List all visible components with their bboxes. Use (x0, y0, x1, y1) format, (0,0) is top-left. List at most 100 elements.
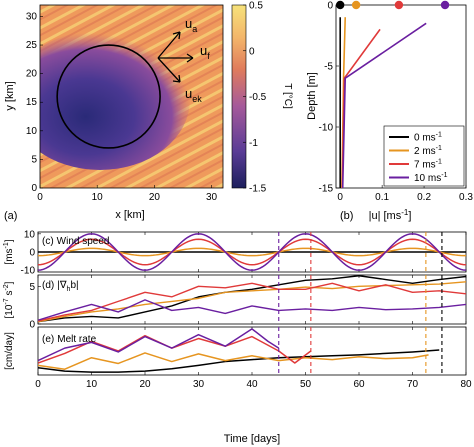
y-axis-label: [cm/day] (4, 332, 15, 370)
colorbar-tick-label: 0.5 (249, 1, 263, 12)
melt-line-3 (38, 328, 280, 362)
y-tick-label: 0 (29, 320, 35, 331)
panel-label: (a) (4, 210, 17, 222)
y-tick-label: -10 (21, 266, 36, 277)
y-tick-label: -15 (319, 184, 334, 195)
vector-u-a (157, 31, 181, 59)
wind-markers (335, 0, 450, 10)
x-tick-label: 10 (92, 192, 104, 203)
x-axis-label: |u| [ms-1] (369, 208, 412, 222)
y-tick-label: 15 (26, 97, 38, 108)
wind-line-1 (38, 247, 466, 257)
melt-line-1 (38, 352, 429, 370)
colorbar-label: T [°C] (282, 83, 293, 109)
x-tick-label: 20 (149, 192, 161, 203)
x-tick-label: 30 (193, 379, 205, 390)
wind-marker-1 (351, 0, 361, 10)
legend-entries: 0 ms-12 ms-1 7 ms-110 ms-1 (389, 132, 448, 184)
y-tick-label: 10 (26, 126, 38, 137)
y-tick-label: 0 (327, 1, 333, 12)
y-tick-label: -10 (319, 123, 334, 134)
x-tick-label: 50 (300, 379, 312, 390)
gradient-line-0 (38, 275, 466, 323)
x-tick-label: 10 (86, 379, 98, 390)
eddy-circle (56, 44, 161, 149)
wind-line-3 (38, 233, 466, 271)
vector-label-u-a: ua (185, 16, 197, 34)
wind-marker-3 (440, 0, 450, 10)
gradient-line-3 (38, 299, 466, 321)
y-tick-label: 10 (24, 229, 36, 240)
legend-label: 0 ms-1 (414, 132, 442, 144)
x-tick-label: 0 (37, 192, 43, 203)
y-axis-label: [10-7 s-2] (3, 281, 15, 318)
y-tick-label: 30 (26, 11, 38, 22)
wind-marker-0 (335, 0, 345, 10)
panel-d: 05 (d) |∇hb| [10-7 s-2] (3, 274, 467, 331)
panel-title: (e) Melt rate (42, 334, 97, 345)
arrowhead (172, 74, 181, 83)
y-axis-ticks: 05 (29, 282, 41, 331)
legend-label: 10 ms-1 (414, 172, 448, 184)
x-tick-label: 40 (246, 379, 258, 390)
x-axis-label: x [km] (115, 209, 144, 221)
legend: 0 ms-12 ms-1 7 ms-110 ms-1 (383, 125, 465, 187)
profile-line-2 (341, 28, 381, 188)
vector-u-ek (157, 57, 181, 83)
vector-label-u-f: uf (200, 43, 210, 61)
x-axis-label: Time [days] (224, 433, 280, 445)
y-tick-label: 0 (29, 248, 35, 259)
colorbar-tick-label: 0 (249, 46, 255, 57)
panel-a: 0 10 20 30 0 5 10 15 20 25 30 x [km] y [km] (a) u… (4, 1, 293, 223)
colorbar-ticks: 0.5 0 -0.5 -1 -1.5 (243, 1, 267, 195)
wind-line-2 (38, 238, 466, 266)
x-tick-label: 60 (353, 379, 365, 390)
y-tick-label: 5 (31, 154, 37, 165)
colorbar-tick-label: -1.5 (249, 184, 267, 195)
y-tick-label: 5 (29, 282, 35, 293)
x-tick-label: 0.3 (459, 192, 473, 203)
panel-b: 0 0.1 0.2 0.3 0 -5 -10 -15 |u| [ms-1] Depth [m… (306, 1, 473, 223)
y-axis-label: y [km] (4, 81, 16, 110)
panel-title: (c) Wind speed (42, 236, 109, 247)
x-axis-ticks: 0 10 20 30 40 50 60 70 80 (35, 327, 472, 390)
arrowhead (172, 31, 181, 40)
panel-label: (b) (340, 210, 353, 222)
x-tick-label: 30 (206, 192, 218, 203)
x-axis-ticks (37, 232, 467, 272)
colorbar-tick-label: -0.5 (249, 92, 267, 103)
x-tick-label: 80 (460, 379, 472, 390)
wind-marker-2 (394, 0, 404, 10)
arrowhead (186, 53, 194, 63)
x-tick-label: 20 (139, 379, 151, 390)
y-tick-label: 25 (26, 40, 38, 51)
y-axis-label: Depth [m] (306, 72, 318, 120)
colorbar-tick-label: -1 (249, 138, 258, 149)
wind-speed-series (38, 233, 466, 271)
x-tick-label: 0 (337, 192, 343, 203)
dashed-markers (278, 275, 443, 324)
vector-label-u-ek: uek (185, 86, 202, 104)
legend-label: 2 ms-1 (414, 145, 442, 157)
velocity-vectors (157, 31, 194, 83)
buoyancy-gradient-series (38, 275, 466, 323)
panel-title: (d) |∇hb| (42, 280, 79, 293)
plot-frame (39, 4, 224, 189)
x-tick-label: 0.2 (417, 192, 431, 203)
velocity-profiles (339, 17, 427, 188)
panel-c: 10 0 -10 (c) Wind speed [ms-1] (3, 229, 467, 277)
x-tick-label: 0 (35, 379, 41, 390)
dashed-markers (278, 327, 443, 375)
x-tick-label: 0.1 (375, 192, 389, 203)
y-tick-label: -5 (324, 62, 333, 73)
legend-label: 7 ms-1 (414, 159, 442, 171)
gradient-line-1 (38, 281, 466, 323)
gradient-line-2 (38, 282, 466, 322)
y-axis-label: [ms-1] (3, 239, 15, 264)
profile-line-3 (341, 22, 427, 188)
y-tick-label: 20 (26, 69, 38, 80)
plot-frame (37, 326, 467, 376)
panel-e: 0 10 20 30 40 50 60 70 80 (e) Melt rate [cm/day] … (4, 326, 472, 445)
cold-anomaly (40, 30, 190, 170)
